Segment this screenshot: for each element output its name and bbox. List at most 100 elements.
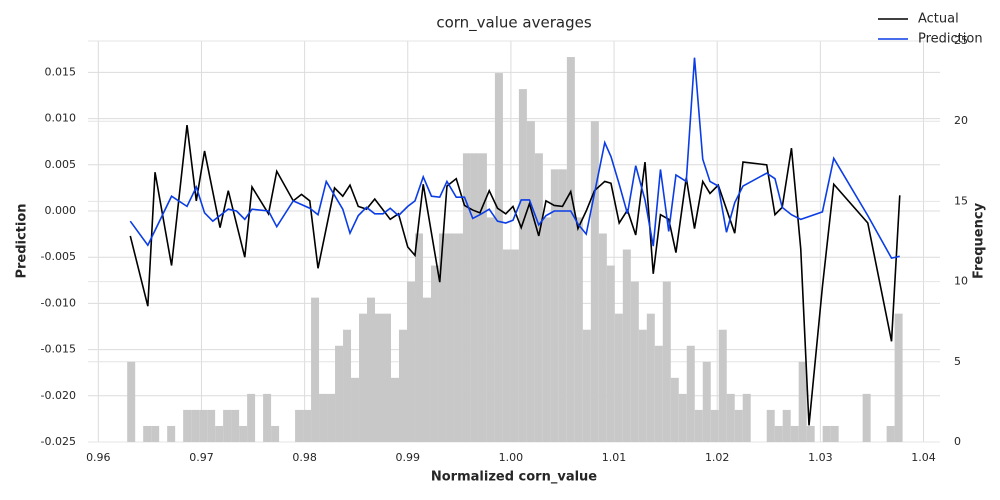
histogram-bar	[406, 281, 415, 442]
histogram-bar	[886, 425, 895, 442]
histogram-bar	[710, 409, 719, 442]
histogram-bar	[271, 425, 280, 442]
x-tick-label: 1.00	[499, 451, 524, 464]
histogram-bar	[438, 233, 447, 442]
histogram-bar	[678, 393, 687, 442]
legend-label: Actual	[918, 12, 959, 27]
y2-axis-label: Frequency	[972, 202, 987, 279]
histogram-bar	[191, 409, 200, 442]
histogram-bar	[718, 329, 727, 442]
histogram-bar	[830, 425, 839, 442]
x-tick-label: 0.96	[86, 451, 111, 464]
y2-tick-label: 5	[954, 355, 961, 368]
y-tick-label: 0.015	[45, 65, 77, 78]
histogram-bar	[143, 425, 152, 442]
histogram-bar	[702, 361, 711, 442]
histogram-bar	[398, 329, 407, 442]
y-tick-label: -0.025	[41, 435, 76, 448]
histogram-bar	[422, 297, 431, 442]
histogram-bar	[614, 313, 623, 442]
histogram-bar	[446, 233, 455, 442]
histogram-bar	[351, 377, 360, 442]
histogram-bar	[167, 425, 176, 442]
y2-tick-label: 15	[954, 194, 968, 207]
histogram-bar	[742, 393, 751, 442]
histogram-bar	[375, 313, 384, 442]
histogram-bar	[454, 233, 463, 442]
histogram-bar	[774, 425, 783, 442]
histogram-bar	[558, 169, 567, 442]
y-tick-label: 0.005	[45, 158, 77, 171]
y2-tick-label: 10	[954, 275, 968, 288]
histogram-bar	[199, 409, 208, 442]
histogram-bar	[670, 377, 679, 442]
x-tick-label: 0.99	[396, 451, 421, 464]
y-tick-label: -0.010	[41, 296, 76, 309]
y2-tick-label: 0	[954, 435, 961, 448]
histogram-bar	[183, 409, 192, 442]
histogram-bar	[510, 249, 519, 442]
y-tick-label: -0.015	[41, 343, 76, 356]
histogram-bar	[734, 409, 743, 442]
histogram-bar	[606, 265, 615, 442]
histogram-bar	[470, 153, 479, 442]
x-tick-label: 1.02	[705, 451, 730, 464]
histogram-bar	[319, 393, 328, 442]
histogram-bar	[822, 425, 831, 442]
histogram-bar	[806, 425, 815, 442]
x-tick-label: 1.03	[808, 451, 833, 464]
histogram-bar	[390, 377, 399, 442]
y-tick-label: -0.005	[41, 250, 76, 263]
histogram-bar	[694, 409, 703, 442]
histogram-bar	[894, 313, 903, 442]
histogram-bar	[502, 249, 511, 442]
histogram-bar	[151, 425, 160, 442]
histogram-bar	[367, 297, 376, 442]
x-tick-label: 1.01	[602, 451, 627, 464]
histogram-bar	[223, 409, 232, 442]
histogram-bar	[518, 89, 527, 443]
histogram-bar	[654, 345, 663, 442]
series-line	[129, 57, 900, 260]
histogram-bar	[295, 409, 304, 442]
histogram-bar	[327, 393, 336, 442]
histogram-bar	[686, 345, 695, 442]
y-tick-label: 0.010	[45, 112, 77, 125]
histogram-bar	[478, 153, 487, 442]
histogram-bar	[862, 393, 871, 442]
x-tick-label: 1.04	[911, 451, 936, 464]
histogram-bar	[303, 409, 312, 442]
histogram-bar	[782, 409, 791, 442]
histogram-bar	[127, 361, 136, 442]
histogram-bar	[550, 169, 559, 442]
y-tick-label: -0.020	[41, 389, 76, 402]
histogram-bar	[534, 153, 543, 442]
histogram-bar	[630, 281, 639, 442]
x-tick-label: 0.97	[189, 451, 214, 464]
histogram-bar	[590, 121, 599, 442]
legend-label: Prediction	[918, 32, 983, 47]
histogram-bar	[359, 313, 368, 442]
y-tick-label: 0.000	[45, 204, 77, 217]
histogram-bar	[646, 313, 655, 442]
histogram-bar	[494, 73, 503, 442]
histogram-bar	[239, 425, 248, 442]
histogram-bar	[430, 265, 439, 442]
histogram-bar	[790, 425, 799, 442]
histogram-bar	[622, 249, 631, 442]
histogram-bar	[215, 425, 224, 442]
histogram-bar	[542, 217, 551, 442]
histogram-bar	[247, 393, 256, 442]
y2-tick-label: 25	[954, 34, 968, 47]
histogram-bar	[798, 361, 807, 442]
histogram-bar	[207, 409, 216, 442]
x-tick-label: 0.98	[292, 451, 317, 464]
histogram-bar	[311, 297, 320, 442]
histogram-bar	[662, 281, 671, 442]
x-axis-label: Normalized corn_value	[431, 470, 597, 485]
histogram-bar	[486, 217, 495, 442]
y-axis-label: Prediction	[15, 203, 30, 278]
histogram-bar	[231, 409, 240, 442]
